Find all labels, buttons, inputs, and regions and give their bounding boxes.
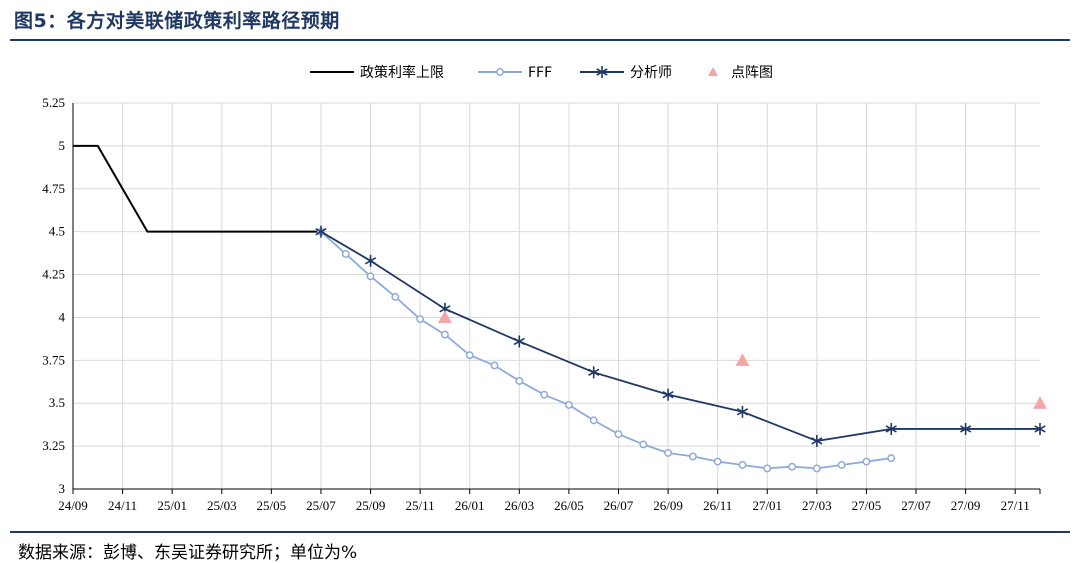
x-tick-label: 26/11 (703, 498, 732, 513)
x-tick-label: 26/01 (455, 498, 485, 513)
series-1-point (614, 430, 623, 439)
series-1-point (713, 457, 722, 466)
legend-item-1: FFF (478, 65, 552, 81)
series-2-point (315, 225, 327, 238)
series-1-point (812, 464, 821, 473)
series-1-point (589, 416, 598, 425)
legend-label: 点阵图 (731, 65, 773, 81)
top-rule (10, 39, 1070, 41)
series-1-line (320, 230, 892, 470)
series-3-point (437, 310, 452, 324)
grid-lines (73, 102, 1040, 489)
y-tick-label: 3.5 (49, 395, 65, 410)
x-tick-label: 27/01 (752, 498, 782, 513)
legend-item-3: 点阵图 (708, 65, 773, 81)
axes (72, 103, 1041, 494)
series-1-point (490, 361, 499, 370)
bottom-rule (10, 531, 1070, 533)
legend-label: FFF (528, 65, 552, 81)
series-1-point (540, 390, 549, 399)
series-2-point (959, 422, 972, 435)
series-1-point (862, 457, 871, 466)
legend-item-0: 政策利率上限 (310, 64, 444, 81)
series-1-point (837, 461, 846, 469)
legend: 政策利率上限 FFF 分析师 点阵图 (310, 64, 773, 81)
series-2-point (1034, 422, 1046, 435)
series-1-point (763, 464, 772, 473)
series-1-point (366, 272, 375, 281)
x-tick-label: 27/09 (951, 498, 981, 513)
series-1-point (788, 462, 797, 471)
x-tick-label: 27/07 (901, 498, 931, 513)
source-note: 数据来源：彭博、东吴证券研究所；单位为% (18, 543, 358, 563)
x-tick-labels: 24/09 24/11 25/01 25/03 25/05 25/07 25/09 25/11… (58, 498, 1030, 513)
series-1-point (440, 330, 449, 339)
series-1-point (341, 250, 350, 258)
y-tick-label: 3.25 (42, 438, 65, 453)
y-tick-labels: 3 3.25 3.5 3.75 4 4.25 4.5 4.75 5 5.25 (42, 95, 65, 496)
series-layer (73, 144, 1047, 473)
series-1-point (416, 315, 425, 324)
series-1-point (564, 400, 573, 409)
y-tick-label: 4.75 (42, 181, 65, 196)
x-tick-label: 26/09 (653, 498, 683, 513)
x-tick-label: 25/07 (306, 498, 336, 513)
x-tick-label: 26/03 (504, 498, 534, 513)
series-2-point (513, 335, 525, 348)
series-2-point (885, 422, 897, 435)
y-tick-label: 4.5 (49, 224, 65, 239)
series-1-point (887, 454, 896, 463)
y-tick-label: 3 (59, 481, 66, 496)
x-tick-label: 25/03 (207, 498, 237, 513)
series-3-point (735, 353, 750, 366)
chart-title: 图5：各方对美联储政策利率路径预期 (14, 10, 340, 32)
series-1-point (515, 376, 524, 385)
legend-label: 分析师 (630, 65, 672, 81)
x-tick-label: 27/05 (852, 498, 882, 513)
legend-marker (496, 68, 504, 76)
series-2-point (811, 434, 823, 447)
series-1-point (465, 351, 474, 360)
y-tick-label: 5.25 (42, 95, 65, 110)
y-tick-label: 4.25 (42, 267, 65, 282)
y-tick-label: 3.75 (42, 352, 65, 367)
series-2-point (736, 405, 749, 418)
x-tick-label: 27/11 (1001, 498, 1030, 513)
y-tick-label: 5 (59, 138, 66, 153)
series-1-point (738, 461, 747, 469)
x-tick-label: 25/05 (257, 498, 287, 513)
legend-marker (708, 67, 718, 76)
x-tick-label: 26/07 (604, 498, 634, 513)
legend-marker (596, 66, 608, 78)
y-tick-label: 4 (59, 309, 66, 324)
legend-label: 政策利率上限 (360, 64, 444, 81)
series-0-line (73, 144, 321, 233)
series-2-line (320, 230, 1040, 442)
series-2-point (588, 366, 600, 379)
chart-canvas: 3 3.25 3.5 3.75 4 4.25 4.5 4.75 5 5.25 24/09 24/11… (42, 64, 1047, 513)
x-tick-label: 25/11 (406, 498, 435, 513)
series-1-point (664, 449, 673, 457)
x-tick-label: 24/09 (58, 498, 88, 513)
x-tick-label: 24/11 (108, 498, 137, 513)
series-2-point (364, 254, 377, 267)
series-2-point (662, 388, 674, 401)
series-3-point (1033, 396, 1047, 409)
series-1-point (391, 292, 400, 301)
series-1-point (688, 452, 697, 461)
x-tick-label: 26/05 (554, 498, 584, 513)
x-tick-label: 27/03 (802, 498, 832, 513)
x-tick-label: 25/01 (157, 498, 187, 513)
series-1-point (639, 440, 648, 449)
legend-item-2: 分析师 (580, 65, 672, 81)
x-tick-label: 25/09 (356, 498, 386, 513)
